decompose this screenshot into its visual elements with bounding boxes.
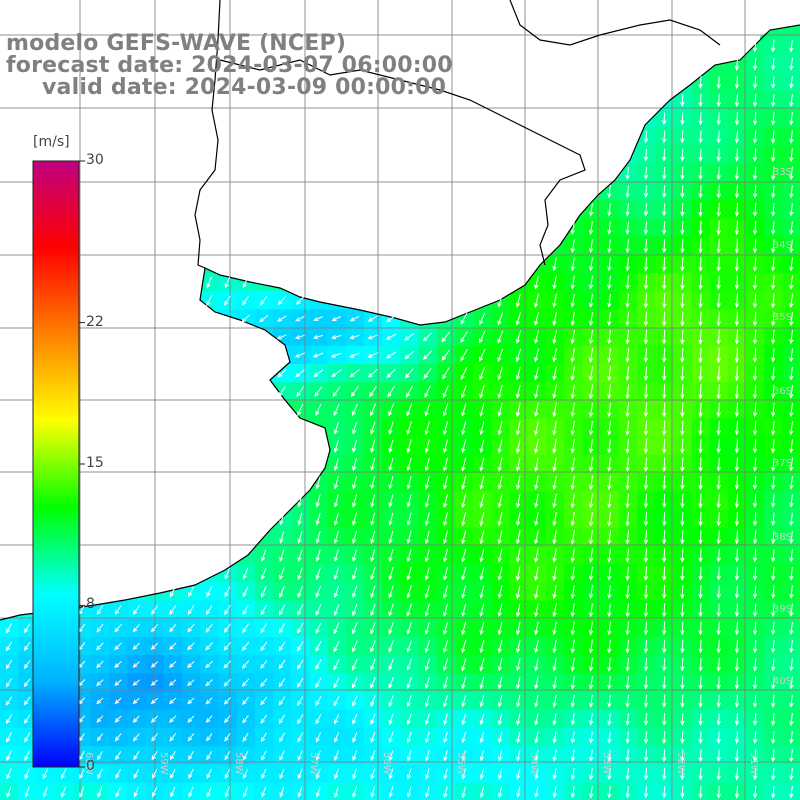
lat-label: 34S	[773, 240, 792, 251]
lon-label: 51W	[748, 752, 759, 775]
title-model: modelo GEFS-WAVE (NCEP)	[6, 31, 347, 56]
colorbar-gradient	[32, 160, 80, 768]
lat-label: 36S	[773, 386, 792, 397]
title-valid-date: valid date: 2024-03-09 00:00:00	[42, 75, 447, 100]
lat-label: 35S	[773, 312, 792, 323]
colorbar-tick-label: 30	[86, 152, 104, 168]
lon-label: 58W	[233, 752, 244, 775]
lon-label: 54W	[528, 752, 539, 775]
lon-label: 56W	[381, 752, 392, 775]
lon-label: 53W	[601, 752, 612, 775]
grid-labels: 60W 59W 58W 57W 56W 55W 54W 53W 52W 51W 33S 34S 35S 3…	[83, 167, 792, 775]
lon-label: 60W	[83, 752, 94, 775]
land-mask	[0, 0, 800, 620]
lat-label: 33S	[773, 167, 792, 178]
lat-label: 37S	[773, 458, 792, 469]
lon-label: 59W	[158, 752, 169, 775]
title-forecast-date: forecast date: 2024-03-07 06:00:00	[6, 53, 453, 78]
lon-label: 52W	[675, 752, 686, 775]
colorbar-unit: [m/s]	[33, 134, 70, 150]
colorbar	[32, 160, 85, 768]
wind-vectors	[5, 39, 794, 799]
lat-label: 38S	[773, 532, 792, 543]
colorbar-tick-label: 8	[86, 596, 95, 613]
coastline	[0, 0, 800, 621]
lon-label: 55W	[455, 752, 466, 775]
colorbar-tick-label: 15	[86, 455, 104, 471]
lat-label: 40S	[773, 676, 792, 687]
colorbar-tick-label: 22	[86, 313, 104, 330]
lat-label: 39S	[773, 604, 792, 615]
colorbar-tick-label: 0	[86, 758, 95, 774]
lon-label: 57W	[308, 752, 319, 775]
